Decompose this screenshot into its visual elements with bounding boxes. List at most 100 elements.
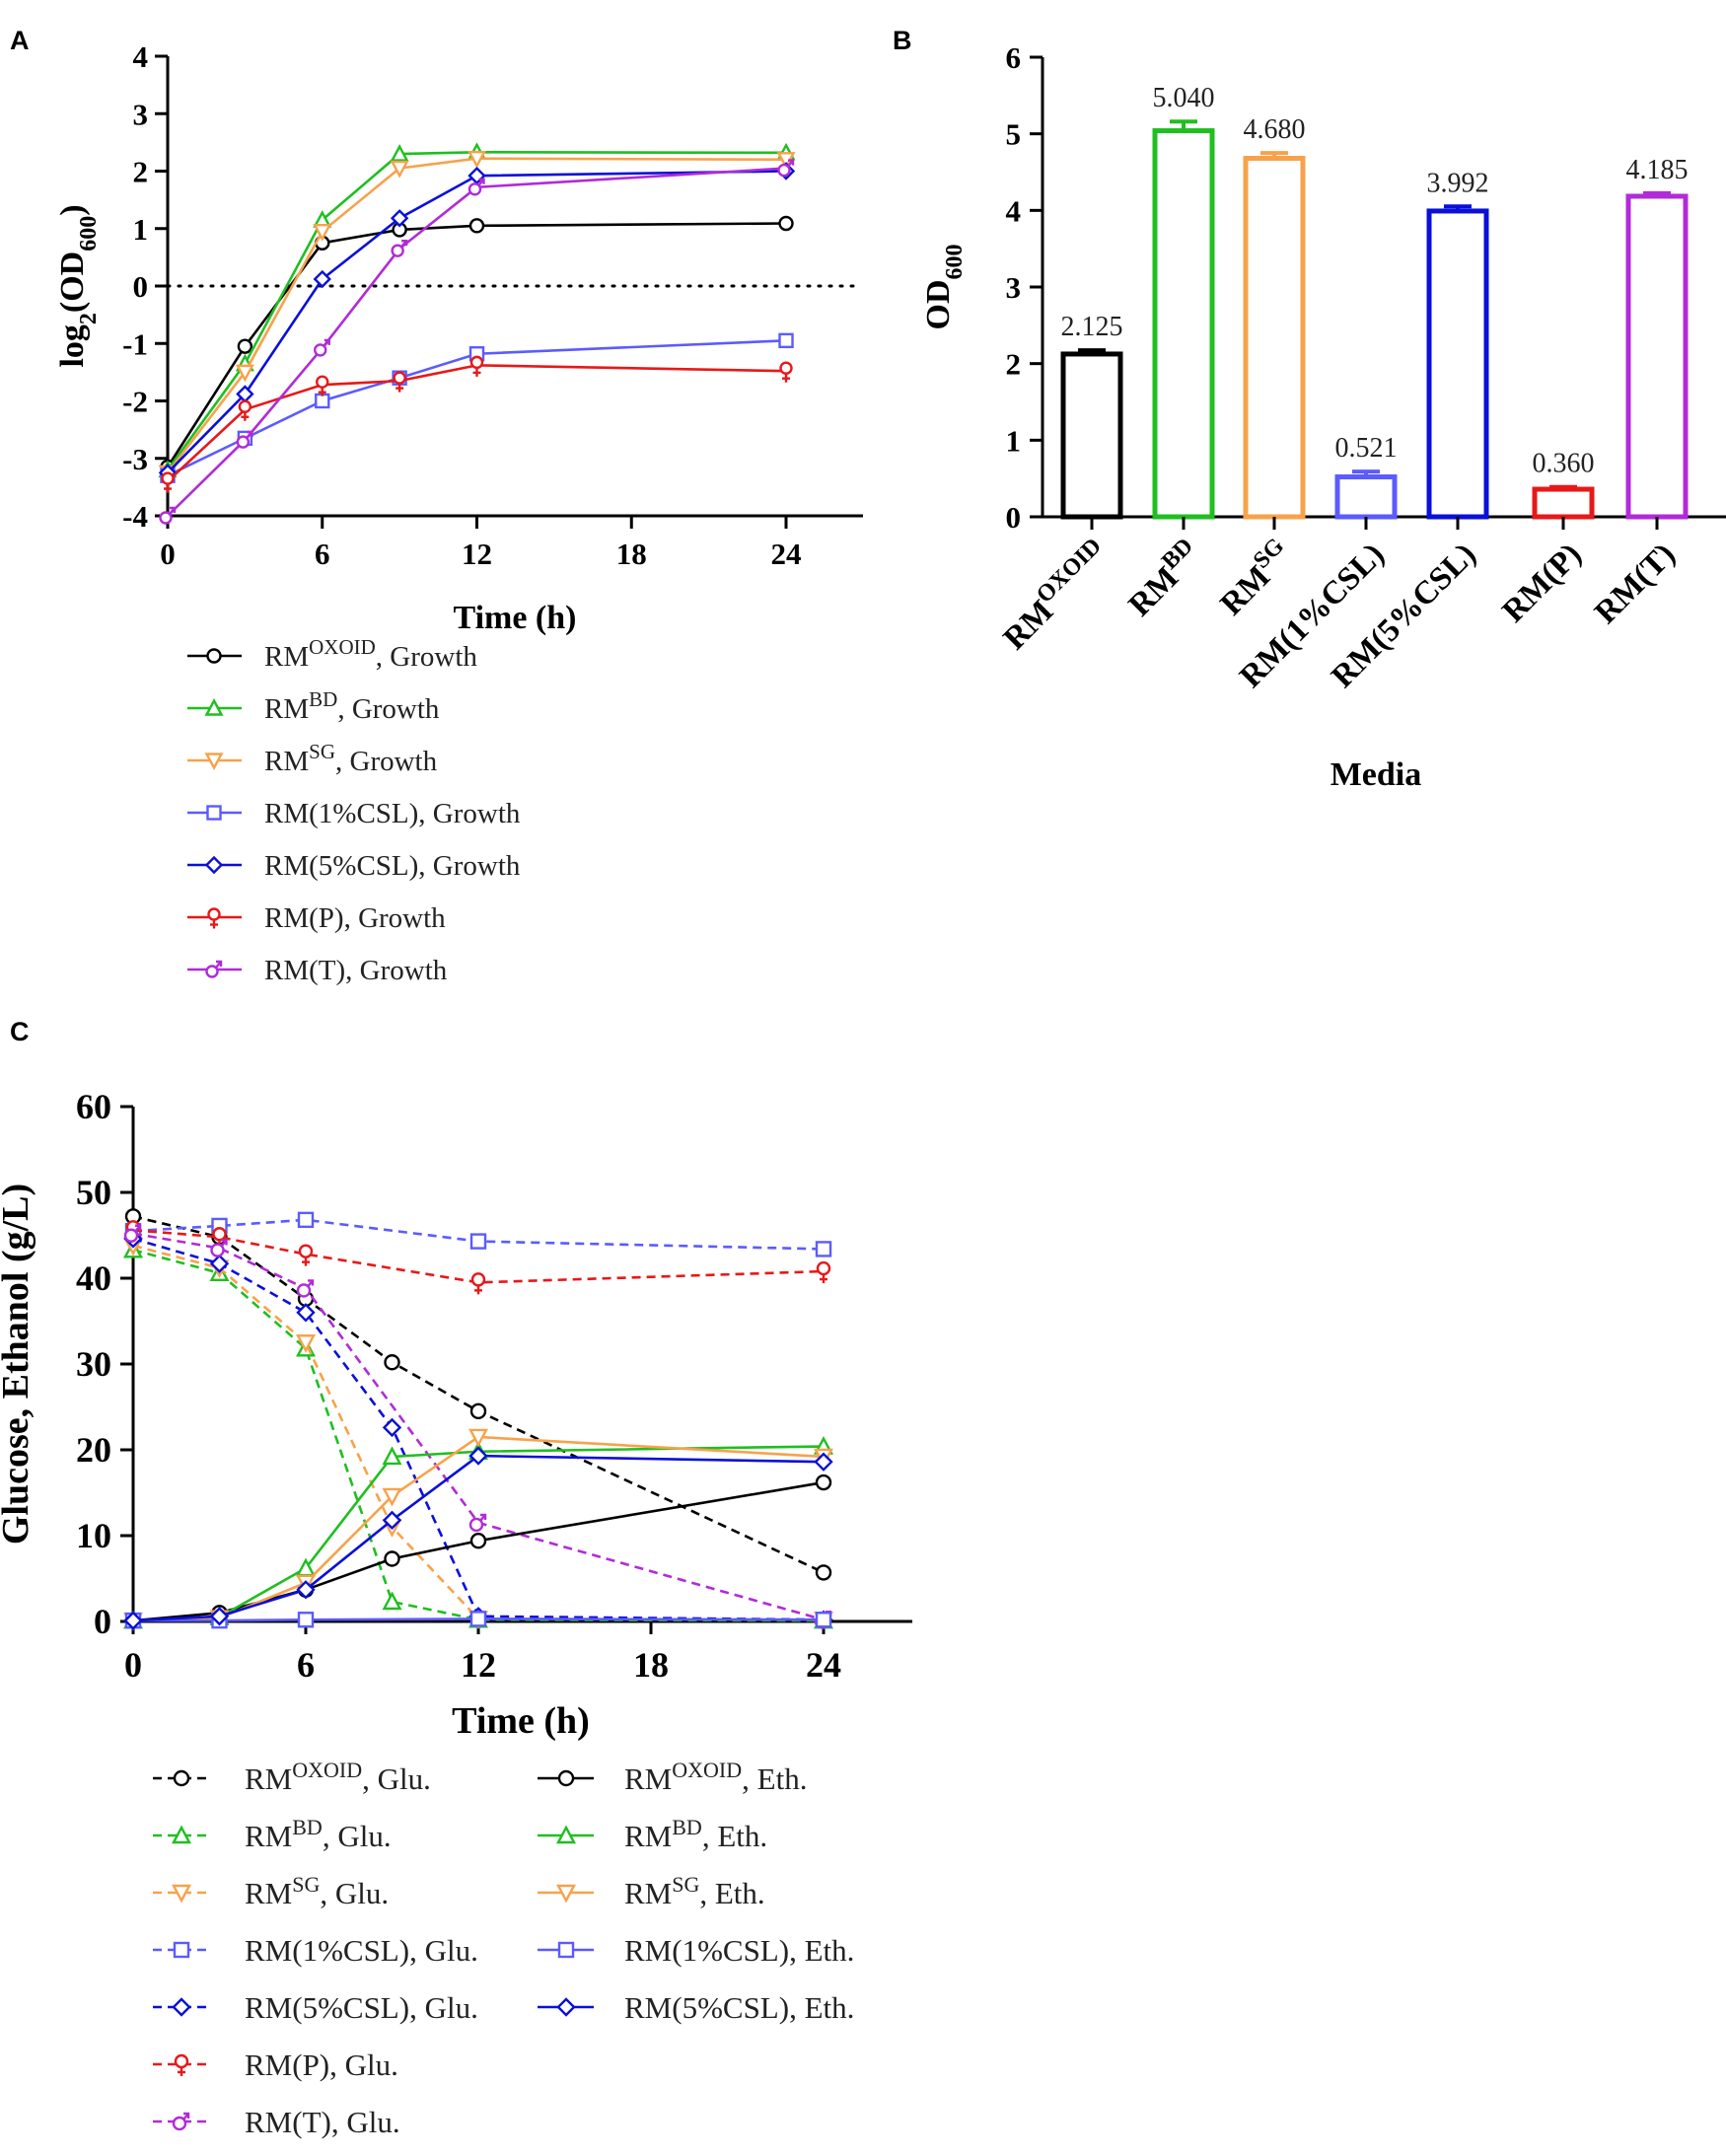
data-point-csl5_eth	[382, 1510, 402, 1531]
bar	[1152, 128, 1215, 520]
legend-label-sg_glu: RMSG, Glu.	[245, 1872, 389, 1911]
data-point-t	[236, 430, 253, 449]
legend-marker-sg_eth	[556, 1884, 576, 1904]
data-point-t	[777, 159, 795, 178]
y-tick-label: 2	[133, 155, 149, 189]
data-point-oxoid_eth	[384, 1550, 400, 1567]
data-point-sg	[390, 160, 409, 179]
x-axis-title: Time (h)	[452, 1700, 590, 1742]
x-tick-label: RMOXOID	[993, 534, 1116, 657]
y-tick-label: 6	[1006, 40, 1022, 75]
legend-label-sg: RMSG, Growth	[264, 740, 438, 777]
y-tick-label: 5	[1006, 117, 1022, 152]
y-tick-label: 4	[133, 39, 149, 74]
legend-label-p_glu: RM(P), Glu.	[245, 2048, 398, 2082]
data-point-csl5_eth	[209, 1607, 230, 1626]
y-tick-label: -4	[122, 499, 148, 534]
y-tick-label: 0	[1006, 500, 1022, 535]
legend-label-sg_eth: RMSG, Eth.	[624, 1872, 765, 1911]
data-point-oxoid_glu	[815, 1564, 832, 1581]
data-label: 4.185	[1626, 155, 1689, 185]
y-tick-label: 50	[76, 1173, 111, 1212]
x-tick-label: RMSG	[1210, 533, 1300, 622]
legend-label-oxoid: RMOXOID, Growth	[264, 635, 477, 673]
series-line-csl5_eth	[132, 1454, 825, 1622]
series-line-csl5	[167, 170, 787, 474]
data-point-csl1_glu	[469, 1233, 487, 1250]
x-tick-label: RMBD	[1118, 534, 1208, 623]
y-tick-label: 4	[1006, 193, 1022, 228]
data-point-csl5_eth	[123, 1611, 143, 1630]
x-tick-label: 18	[616, 537, 647, 571]
legend-label-csl1_eth: RM(1%CSL), Eth.	[624, 1933, 854, 1968]
y-tick-label: -2	[122, 385, 148, 419]
legend-label-csl5_glu: RM(5%CSL), Glu.	[245, 1990, 478, 2025]
panel-label-b: B	[893, 26, 912, 55]
legend-marker-bd	[204, 697, 224, 716]
x-tick-label: 0	[160, 537, 176, 571]
data-point-sg	[313, 223, 332, 242]
legend-label-csl1: RM(1%CSL), Growth	[264, 798, 521, 829]
data-point-p_glu	[298, 1244, 314, 1266]
data-point-bd_glu	[382, 1591, 402, 1611]
y-axis-title: log2(OD600)	[54, 204, 102, 367]
y-tick-label: 3	[1006, 270, 1022, 305]
y-tick-label: 1	[133, 212, 149, 247]
series-line-bd	[166, 150, 787, 471]
legend-marker-sg_glu	[172, 1884, 191, 1904]
y-tick-label: 0	[133, 269, 149, 304]
x-tick-label: 6	[297, 1645, 315, 1685]
data-label: 3.992	[1427, 168, 1489, 198]
legend-marker-p_glu	[174, 2053, 189, 2076]
data-label: 5.040	[1153, 83, 1215, 113]
y-tick-label: -1	[122, 326, 148, 361]
data-point-oxoid	[468, 218, 485, 234]
series-line-sg	[166, 157, 787, 474]
data-point-p	[469, 355, 484, 377]
x-tick-label: RM(T)	[1588, 537, 1682, 630]
x-tick-label: 6	[315, 537, 330, 571]
glucose-ethanol-chart: 0 10 20 30 40 50 60 0 6 12 18 24 Time (h) Glucose, Et…	[0, 1087, 912, 2139]
data-point-sg	[467, 150, 487, 169]
legend-label-t_glu: RM(T), Glu.	[245, 2105, 400, 2139]
legend-label-t: RM(T), Growth	[264, 955, 448, 986]
y-tick-label: -3	[122, 442, 148, 476]
legend-marker-sg	[204, 753, 224, 771]
y-tick-label: 40	[76, 1258, 111, 1298]
legend-label-bd_eth: RMBD, Eth.	[624, 1815, 767, 1854]
legend-marker-oxoid_glu	[173, 1769, 190, 1787]
data-label: 2.125	[1061, 312, 1123, 342]
series-line-t	[167, 167, 787, 517]
data-point-csl5_glu	[209, 1254, 230, 1273]
legend-marker-t_glu	[172, 2112, 190, 2131]
data-point-oxoid_glu	[469, 1402, 487, 1420]
y-tick-label: 20	[76, 1430, 111, 1470]
panel-label-c: C	[10, 1017, 30, 1046]
data-point-csl1	[778, 332, 794, 349]
data-point-t	[314, 338, 330, 357]
data-point-bd	[390, 143, 409, 162]
series-line-oxoid	[166, 222, 787, 468]
data-point-csl5	[313, 269, 331, 289]
data-point-csl5_glu	[382, 1417, 402, 1438]
data-point-csl5	[390, 209, 409, 228]
bar	[1532, 486, 1595, 520]
data-point-sg_glu	[296, 1334, 316, 1353]
data-point-t	[391, 239, 408, 257]
y-axis-title: Glucose, Ethanol (g/L)	[0, 1184, 36, 1545]
data-point-oxoid	[778, 215, 794, 232]
legend-label-csl1_glu: RM(1%CSL), Glu.	[245, 1933, 478, 1968]
data-point-csl5_glu	[296, 1303, 316, 1323]
data-point-oxoid_glu	[384, 1354, 400, 1371]
legend-label-oxoid_glu: RMOXOID, Glu.	[245, 1758, 431, 1797]
data-point-sg_eth	[468, 1428, 488, 1448]
series-line-csl1	[167, 339, 787, 477]
data-label: 0.521	[1335, 433, 1398, 464]
legend-marker-oxoid	[206, 648, 222, 664]
legend-label-csl5_eth: RM(5%CSL), Eth.	[624, 1990, 854, 2025]
legend-marker-csl1_eth	[557, 1941, 575, 1959]
y-tick-label: 0	[94, 1602, 111, 1641]
data-point-p_glu	[816, 1260, 831, 1284]
